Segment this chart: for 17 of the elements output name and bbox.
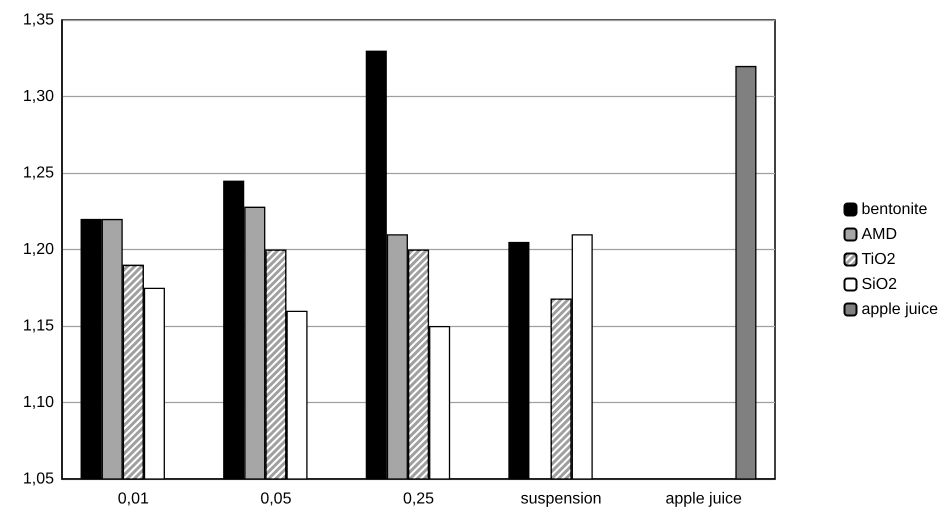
y-tick-label: 1,10: [22, 394, 54, 411]
x-tick-label: 0,25: [402, 490, 434, 508]
y-tick-label: 1,20: [22, 241, 54, 258]
legend-label: bentonite: [862, 201, 928, 218]
legend-label: AMD: [862, 226, 898, 243]
legend-label: TiO2: [862, 251, 896, 268]
y-tick-label: 1,15: [22, 318, 54, 334]
x-tick-label: suspension: [520, 490, 602, 508]
y-tick-label: 1,05: [22, 470, 54, 488]
legend-label: apple juice: [862, 301, 938, 318]
x-tick-label: 0,01: [118, 490, 149, 508]
x-tick-label: apple juice: [665, 490, 742, 508]
y-tick-label: 1,30: [22, 88, 54, 105]
y-tick-label: 1,35: [22, 12, 54, 28]
y-tick-label: 1,25: [22, 164, 54, 182]
legend-label: SiO2: [862, 276, 898, 293]
x-tick-label: 0,05: [260, 490, 292, 508]
